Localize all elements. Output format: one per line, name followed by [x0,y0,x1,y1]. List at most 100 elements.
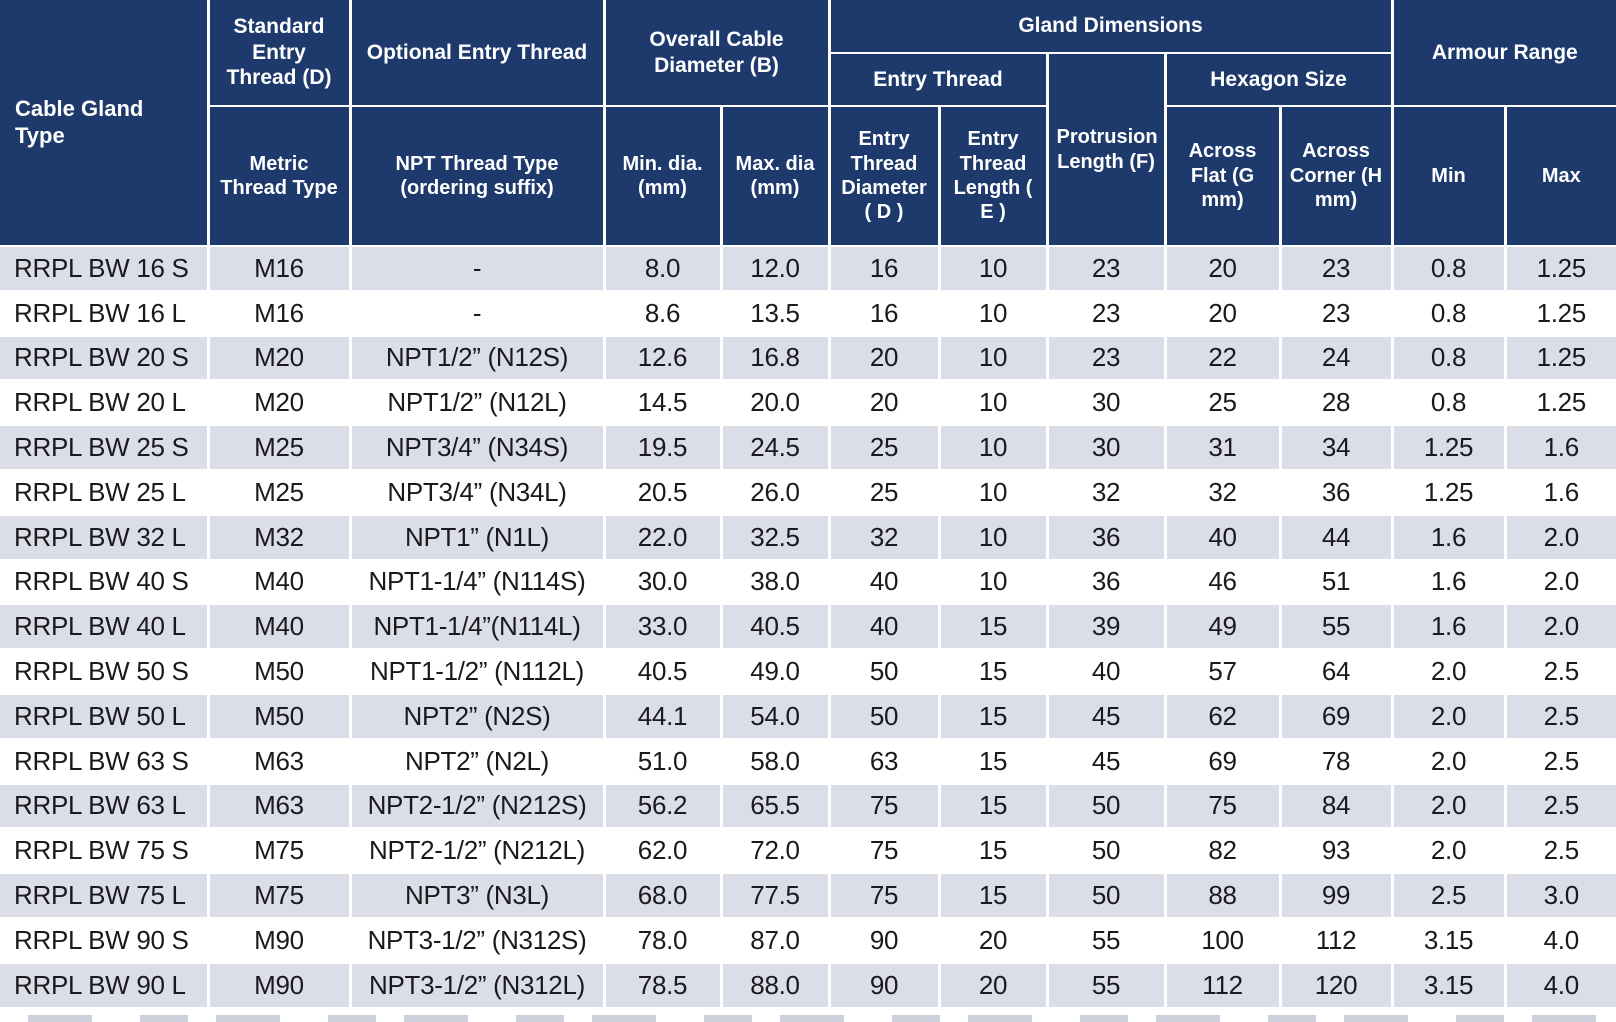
header-metric-thread-type: Metric Thread Type [208,105,352,247]
cell-across-flat: 69 [1163,737,1282,785]
cell-cable-gland-type: RRPL BW 25 S [0,424,210,471]
cell-entry-thread-length: 15 [937,872,1049,919]
cell-across-flat: 112 [1163,961,1282,1009]
cell-armour-max: 1.25 [1503,379,1616,427]
cell-across-corner: 23 [1278,245,1394,292]
table-row: RRPL BW 20 L M20 NPT1/2” (N12L) 14.5 20.… [0,379,1616,427]
cell-npt-thread: - [348,245,606,292]
cell-npt-thread: NPT3-1/2” (N312L) [348,961,606,1009]
cell-across-corner: 112 [1278,916,1394,964]
header-entry-thread-length: Entry Thread Length ( E ) [937,105,1049,247]
cell-armour-min: 1.25 [1390,424,1507,471]
cell-armour-min: 1.25 [1390,468,1507,516]
cell-npt-thread: NPT1” (N1L) [348,513,606,561]
cell-entry-thread-length: 15 [937,827,1049,875]
cell-across-corner: 51 [1278,558,1394,606]
table-body: RRPL BW 16 S M16 - 8.0 12.0 16 10 23 20 … [0,245,1616,1009]
cell-across-flat: 62 [1163,692,1282,740]
cell-across-corner: 36 [1278,468,1394,516]
cell-npt-thread: NPT1-1/4”(N114L) [348,603,606,651]
table-row: RRPL BW 40 S M40 NPT1-1/4” (N114S) 30.0 … [0,558,1616,606]
cell-across-corner: 69 [1278,692,1394,740]
cell-max-dia: 87.0 [719,916,831,964]
cell-entry-thread-length: 10 [937,334,1049,382]
cell-protrusion-length: 23 [1045,289,1167,337]
cell-armour-max: 1.6 [1503,424,1616,471]
cell-armour-min: 2.0 [1390,648,1507,695]
cell-entry-thread-length: 10 [937,245,1049,292]
cell-protrusion-length: 30 [1045,379,1167,427]
cell-across-flat: 32 [1163,468,1282,516]
cell-armour-max: 2.0 [1503,558,1616,606]
cell-metric-thread: M20 [206,334,352,382]
cell-entry-thread-length: 20 [937,961,1049,1009]
cell-armour-min: 2.0 [1390,692,1507,740]
cell-armour-min: 0.8 [1390,334,1507,382]
cell-npt-thread: NPT1/2” (N12S) [348,334,606,382]
cell-metric-thread: M90 [206,916,352,964]
cell-cable-gland-type: RRPL BW 32 L [0,513,210,561]
cell-armour-min: 1.6 [1390,603,1507,651]
header-protrusion-length: Protrusion Length (F) [1045,52,1167,247]
cell-entry-thread-diameter: 90 [827,961,941,1009]
cell-metric-thread: M40 [206,603,352,651]
cell-max-dia: 24.5 [719,424,831,471]
cell-npt-thread: NPT2” (N2S) [348,692,606,740]
cell-min-dia: 8.6 [602,289,723,337]
cell-npt-thread: NPT3” (N3L) [348,872,606,919]
cell-min-dia: 12.6 [602,334,723,382]
cell-cable-gland-type: RRPL BW 63 L [0,782,210,830]
cell-across-corner: 99 [1278,872,1394,919]
header-overall-cable-diameter: Overall Cable Diameter (B) [602,0,831,107]
table-row: RRPL BW 75 S M75 NPT2-1/2” (N212L) 62.0 … [0,827,1616,875]
cell-cable-gland-type: RRPL BW 75 S [0,827,210,875]
cell-npt-thread: NPT2-1/2” (N212S) [348,782,606,830]
cell-across-corner: 84 [1278,782,1394,830]
cell-entry-thread-diameter: 50 [827,692,941,740]
cell-across-corner: 78 [1278,737,1394,785]
cell-armour-max: 1.25 [1503,245,1616,292]
cell-npt-thread: NPT1/2” (N12L) [348,379,606,427]
table-row: RRPL BW 90 S M90 NPT3-1/2” (N312S) 78.0 … [0,916,1616,964]
cell-armour-min: 1.6 [1390,558,1507,606]
cell-entry-thread-diameter: 75 [827,872,941,919]
cell-entry-thread-length: 15 [937,692,1049,740]
cell-armour-max: 1.6 [1503,468,1616,516]
cell-min-dia: 56.2 [602,782,723,830]
cell-entry-thread-length: 15 [937,737,1049,785]
table-row: RRPL BW 20 S M20 NPT1/2” (N12S) 12.6 16.… [0,334,1616,382]
cell-cable-gland-type: RRPL BW 75 L [0,872,210,919]
cell-across-corner: 28 [1278,379,1394,427]
cell-cable-gland-type: RRPL BW 50 S [0,648,210,695]
cell-cable-gland-type: RRPL BW 25 L [0,468,210,516]
cell-protrusion-length: 50 [1045,872,1167,919]
cell-min-dia: 68.0 [602,872,723,919]
header-hexagon-size: Hexagon Size [1163,52,1394,107]
cell-entry-thread-length: 10 [937,424,1049,471]
cell-max-dia: 77.5 [719,872,831,919]
cell-armour-min: 1.6 [1390,513,1507,561]
cell-armour-min: 2.0 [1390,827,1507,875]
cell-min-dia: 40.5 [602,648,723,695]
cell-entry-thread-diameter: 32 [827,513,941,561]
cell-protrusion-length: 23 [1045,334,1167,382]
cell-max-dia: 26.0 [719,468,831,516]
cell-across-flat: 75 [1163,782,1282,830]
cell-across-corner: 24 [1278,334,1394,382]
cell-across-corner: 93 [1278,827,1394,875]
cell-protrusion-length: 45 [1045,737,1167,785]
cell-entry-thread-length: 10 [937,379,1049,427]
cell-armour-max: 2.5 [1503,782,1616,830]
cell-entry-thread-length: 15 [937,648,1049,695]
table-row: RRPL BW 63 S M63 NPT2” (N2L) 51.0 58.0 6… [0,737,1616,785]
cell-entry-thread-diameter: 90 [827,916,941,964]
cell-across-flat: 46 [1163,558,1282,606]
cell-cable-gland-type: RRPL BW 50 L [0,692,210,740]
cell-npt-thread: - [348,289,606,337]
cell-across-flat: 25 [1163,379,1282,427]
cell-min-dia: 44.1 [602,692,723,740]
cell-min-dia: 30.0 [602,558,723,606]
cell-max-dia: 12.0 [719,245,831,292]
cell-across-flat: 88 [1163,872,1282,919]
